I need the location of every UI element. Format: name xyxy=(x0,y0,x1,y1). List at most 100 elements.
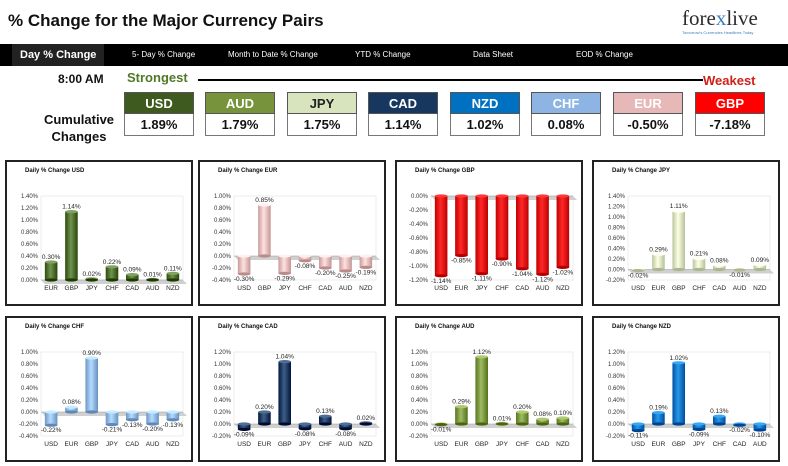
bar-usd xyxy=(44,410,58,427)
bar-gbp xyxy=(65,210,78,282)
bar-cad xyxy=(515,194,529,271)
x-tick-label: USD xyxy=(434,441,448,448)
bar-usd xyxy=(434,194,448,278)
chart-panel-usd[interactable]: Daily % Change USD 1.40% 1.20% 1.00% 0.80% 0.… xyxy=(5,160,193,306)
data-label: -0.10% xyxy=(750,432,771,439)
y-tick-label: 0.80% xyxy=(214,374,232,380)
currency-box-nzd: NZD 1.02% xyxy=(450,92,520,136)
chart-panel-eur[interactable]: Daily % Change EUR 1.00% 0.80% 0.60% 0.40% 0.… xyxy=(198,160,386,306)
y-tick-label: 0.80% xyxy=(214,206,232,212)
weakest-label: Weakest xyxy=(703,73,756,88)
y-tick-label: 1.00% xyxy=(21,350,39,356)
currency-box-cad: CAD 1.14% xyxy=(368,92,438,136)
chart-panel-aud[interactable]: Daily % Change AUD 1.20% 1.00% 0.80% 0.60% 0.… xyxy=(395,316,583,462)
y-tick-label: 0.40% xyxy=(608,398,626,404)
data-label: -0.30% xyxy=(234,276,255,283)
bar-eur xyxy=(455,194,468,258)
bar-chf xyxy=(298,254,312,263)
x-tick-label: JPY xyxy=(279,285,292,292)
chart-panel-jpy[interactable]: Daily % Change JPY 1.40% 1.20% 1.00% 0.80% 0.… xyxy=(592,160,780,306)
y-tick-label: 0.80% xyxy=(608,226,626,232)
x-tick-label: GBP xyxy=(475,441,489,448)
currency-code: GBP xyxy=(695,92,765,114)
y-tick-label: -0.20% xyxy=(606,278,626,284)
data-label: -0.11% xyxy=(628,433,648,440)
strength-scale-line xyxy=(198,79,703,81)
bar-jpy xyxy=(105,410,119,427)
tab-ytd-change[interactable]: YTD % Change xyxy=(355,50,411,59)
y-tick-label: 0.00% xyxy=(608,422,626,428)
bar-cad xyxy=(536,417,549,426)
tab-month-to-date-change[interactable]: Month to Date % Change xyxy=(228,50,318,59)
y-tick-label: 0.00% xyxy=(411,194,429,200)
logo-text-x: x xyxy=(715,6,727,30)
y-tick-label: 0.40% xyxy=(411,398,429,404)
bar-nzd xyxy=(556,194,570,269)
tab-data-sheet[interactable]: Data Sheet xyxy=(473,50,514,59)
chart-panel-gbp[interactable]: Daily % Change GBP 0.00% -0.20% -0.40% -0.60… xyxy=(395,160,583,306)
currency-cumulative-value: -0.50% xyxy=(613,114,683,136)
data-label: 0.08% xyxy=(533,411,552,418)
chart-title: Daily % Change EUR xyxy=(218,168,278,174)
data-label: 1.14% xyxy=(62,204,81,211)
data-label: 0.85% xyxy=(255,197,274,204)
chart-title: Daily % Change GBP xyxy=(415,168,475,174)
y-tick-label: 0.60% xyxy=(608,386,626,392)
data-label: -0.90% xyxy=(492,261,513,268)
x-tick-label: GBP xyxy=(672,285,686,292)
bar-nzd xyxy=(556,416,570,426)
tab-5-day-change[interactable]: 5- Day % Change xyxy=(132,50,196,59)
y-tick-label: -0.40% xyxy=(19,434,39,440)
x-tick-label: NZD xyxy=(166,285,180,292)
chart-title: Daily % Change USD xyxy=(25,168,85,174)
y-tick-label: 1.00% xyxy=(608,215,626,221)
y-tick-label: -0.20% xyxy=(606,434,626,440)
data-label: 0.30% xyxy=(42,254,61,261)
data-label: 0.20% xyxy=(255,404,274,411)
y-tick-label: 0.20% xyxy=(608,410,626,416)
currency-code: NZD xyxy=(450,92,520,114)
tab-day-change[interactable]: Day % Change xyxy=(12,44,105,66)
y-tick-label: -0.40% xyxy=(212,278,232,284)
y-tick-label: -0.20% xyxy=(409,434,429,440)
y-tick-label: 1.20% xyxy=(214,350,232,356)
data-label: -1.14% xyxy=(431,278,452,285)
data-label: -0.85% xyxy=(451,258,472,265)
data-label: 0.01% xyxy=(493,415,512,422)
bar-cad xyxy=(125,410,139,422)
bar-aud xyxy=(733,267,746,272)
cumulative-changes-label: Cumulative Changes xyxy=(38,111,120,145)
data-label: 0.19% xyxy=(649,405,668,412)
bar-jpy xyxy=(85,277,99,282)
plot-area xyxy=(233,195,377,281)
data-label: -0.02% xyxy=(729,427,750,434)
data-label: -0.19% xyxy=(356,269,377,276)
tab-eod-change[interactable]: EOD % Change xyxy=(576,50,633,59)
chart-panel-nzd[interactable]: Daily % Change NZD 1.20% 1.00% 0.80% 0.60% 0.… xyxy=(592,316,780,462)
cumulative-label-line-2: Changes xyxy=(51,129,107,144)
chart-panel-chf[interactable]: Daily % Change CHF 1.00% 0.80% 0.60% 0.40% 0.… xyxy=(5,316,193,462)
chart-title: Daily % Change CHF xyxy=(25,324,85,330)
bar-chart: 1.20% 1.00% 0.80% 0.60% 0.40% 0.20% 0.00% -0.20… xyxy=(409,349,577,448)
x-tick-label: CHF xyxy=(692,285,705,292)
x-tick-label: AUD xyxy=(536,285,550,292)
y-tick-label: 0.20% xyxy=(21,266,39,272)
currency-cumulative-value: 0.08% xyxy=(531,114,601,136)
bar-eur xyxy=(44,260,58,282)
y-tick-label: 1.20% xyxy=(608,205,626,211)
data-label: -1.11% xyxy=(472,276,492,283)
x-tick-label: NZD xyxy=(556,285,570,292)
bar-cad xyxy=(733,422,746,427)
nav-bar: Day % Change 5- Day % Change Month to Da… xyxy=(0,44,788,66)
bar-gbp xyxy=(672,361,686,426)
currency-code: EUR xyxy=(613,92,683,114)
bar-jpy xyxy=(692,422,706,431)
chart-panel-cad[interactable]: Daily % Change CAD 1.20% 1.00% 0.80% 0.60% 0.… xyxy=(198,316,386,462)
bar-chf xyxy=(515,410,529,426)
data-label: -0.02% xyxy=(628,273,649,280)
currency-box-jpy: JPY 1.75% xyxy=(287,92,357,136)
chart-title: Daily % Change CAD xyxy=(218,324,278,330)
forexlive-logo[interactable]: forexlive Tomorrow's Currencies Headline… xyxy=(672,4,772,40)
bar-gbp xyxy=(475,355,489,426)
bar-aud xyxy=(146,277,159,282)
